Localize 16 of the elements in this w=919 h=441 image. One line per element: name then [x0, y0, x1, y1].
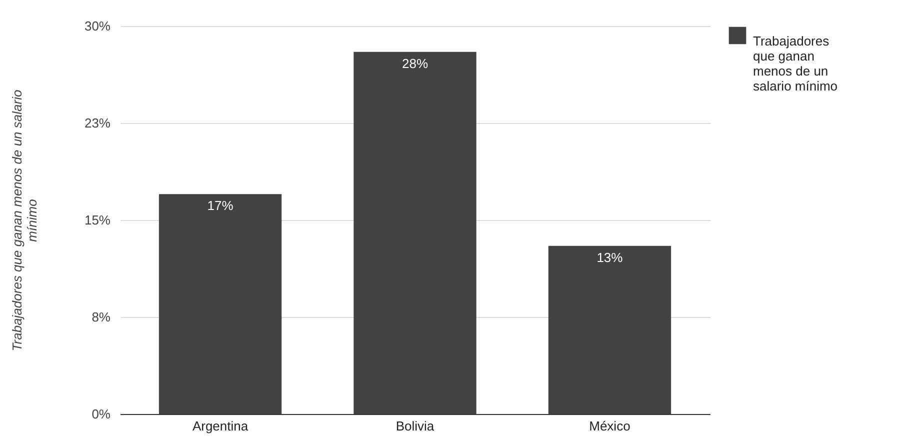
- bar: [354, 52, 476, 414]
- legend-label: Trabajadores que ganan menos de un salario mínimo: [753, 34, 838, 94]
- y-tick-label: 30%: [84, 18, 111, 34]
- bar: [158, 194, 282, 414]
- x-tick-label: México: [589, 418, 630, 434]
- y-axis-title: Trabajadores que ganan menos de un salario mínimo: [9, 90, 40, 352]
- y-tick-label: 23%: [84, 116, 111, 130]
- data-label: 28%: [402, 56, 428, 71]
- x-tick-label: Argentina: [192, 418, 249, 434]
- data-label: 13%: [596, 250, 624, 265]
- data-label: 17%: [207, 198, 234, 214]
- y-tick-label: 8%: [92, 310, 111, 324]
- bar: [548, 246, 672, 414]
- y-tick-label: 15%: [84, 212, 111, 228]
- y-tick-label: 0%: [92, 406, 111, 422]
- x-tick-label: Bolivia: [396, 418, 435, 434]
